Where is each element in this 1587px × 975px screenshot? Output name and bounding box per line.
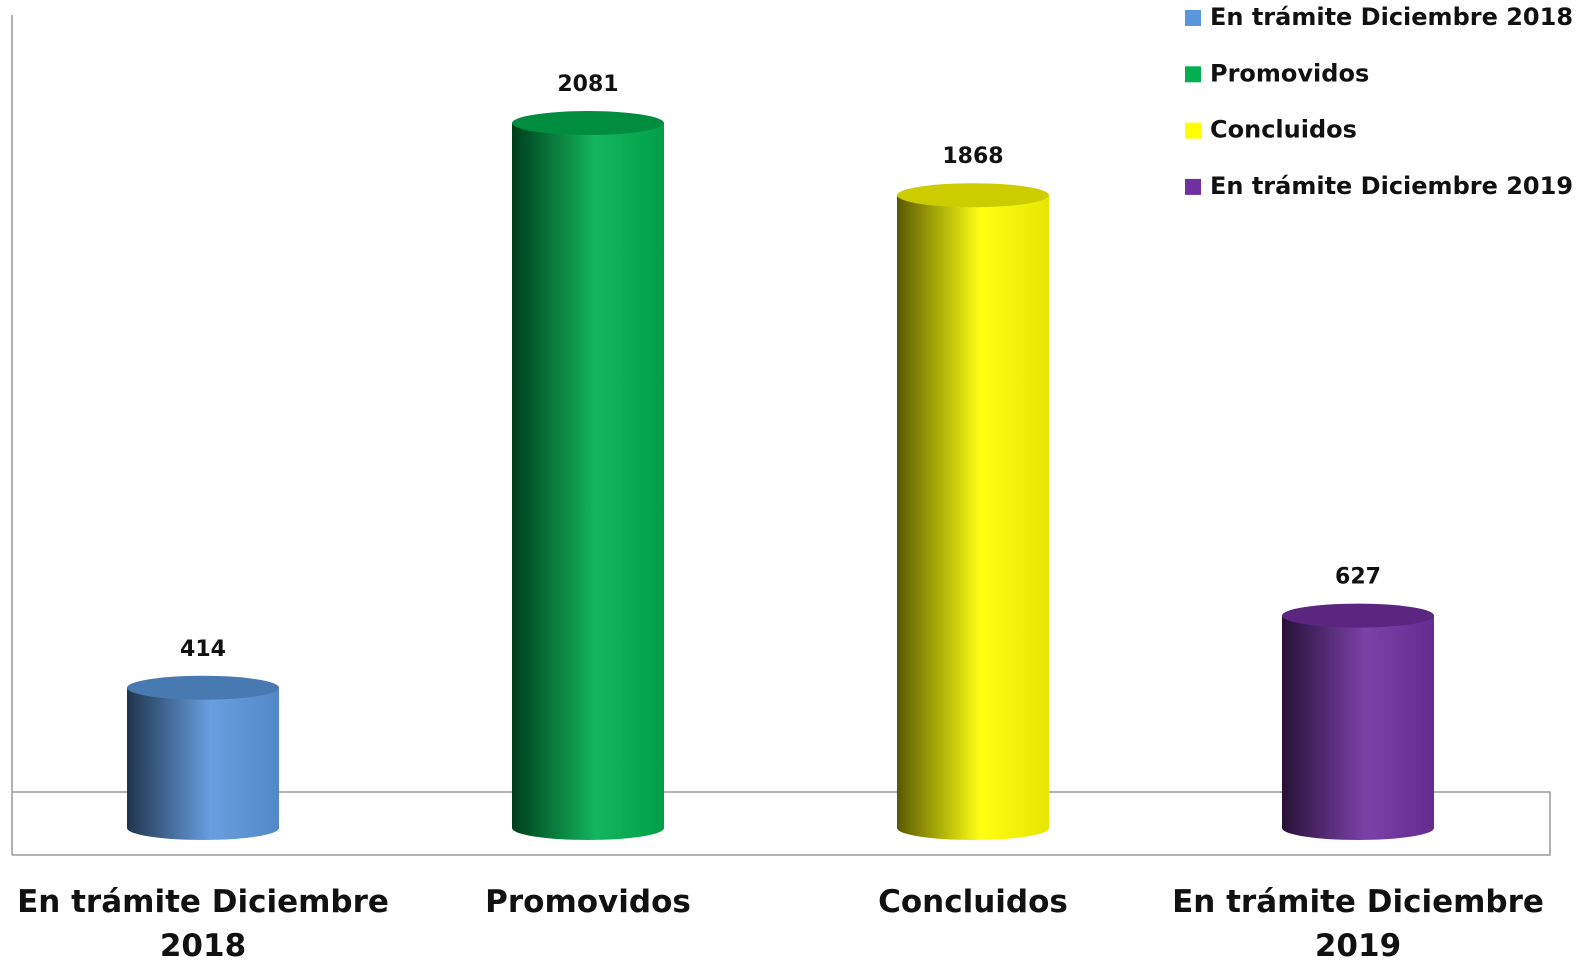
- legend-label: Promovidos: [1210, 59, 1369, 87]
- legend-label: En trámite Diciembre 2018: [1210, 3, 1573, 31]
- value-label: 1868: [942, 144, 1003, 169]
- x-tick-label: Promovidos: [485, 884, 691, 920]
- legend-swatch: [1185, 122, 1201, 139]
- legend-swatch: [1185, 10, 1201, 26]
- floor: [12, 791, 1551, 856]
- cylinder: [1282, 615, 1434, 840]
- legend-swatch: [1185, 66, 1201, 83]
- x-tick-label: En trámite Diciembre 2018: [17, 884, 389, 964]
- cylinder: [897, 195, 1049, 841]
- x-tick-label: Concluidos: [878, 884, 1068, 920]
- cylinder-top: [127, 675, 279, 700]
- x-tick-label: En trámite Diciembre 2019: [1172, 884, 1544, 964]
- cylinder-top: [512, 111, 664, 136]
- value-label: 2081: [557, 72, 618, 97]
- value-label: 414: [180, 637, 226, 662]
- legend-label: En trámite Diciembre 2019: [1210, 172, 1573, 200]
- cylinder-top: [897, 183, 1049, 208]
- legend-label: Concluidos: [1210, 116, 1357, 144]
- value-label: 627: [1335, 565, 1381, 590]
- cylinder: [512, 123, 664, 840]
- cylinder-top: [1282, 603, 1434, 628]
- legend-swatch: [1185, 178, 1201, 195]
- cylinder: [127, 687, 279, 840]
